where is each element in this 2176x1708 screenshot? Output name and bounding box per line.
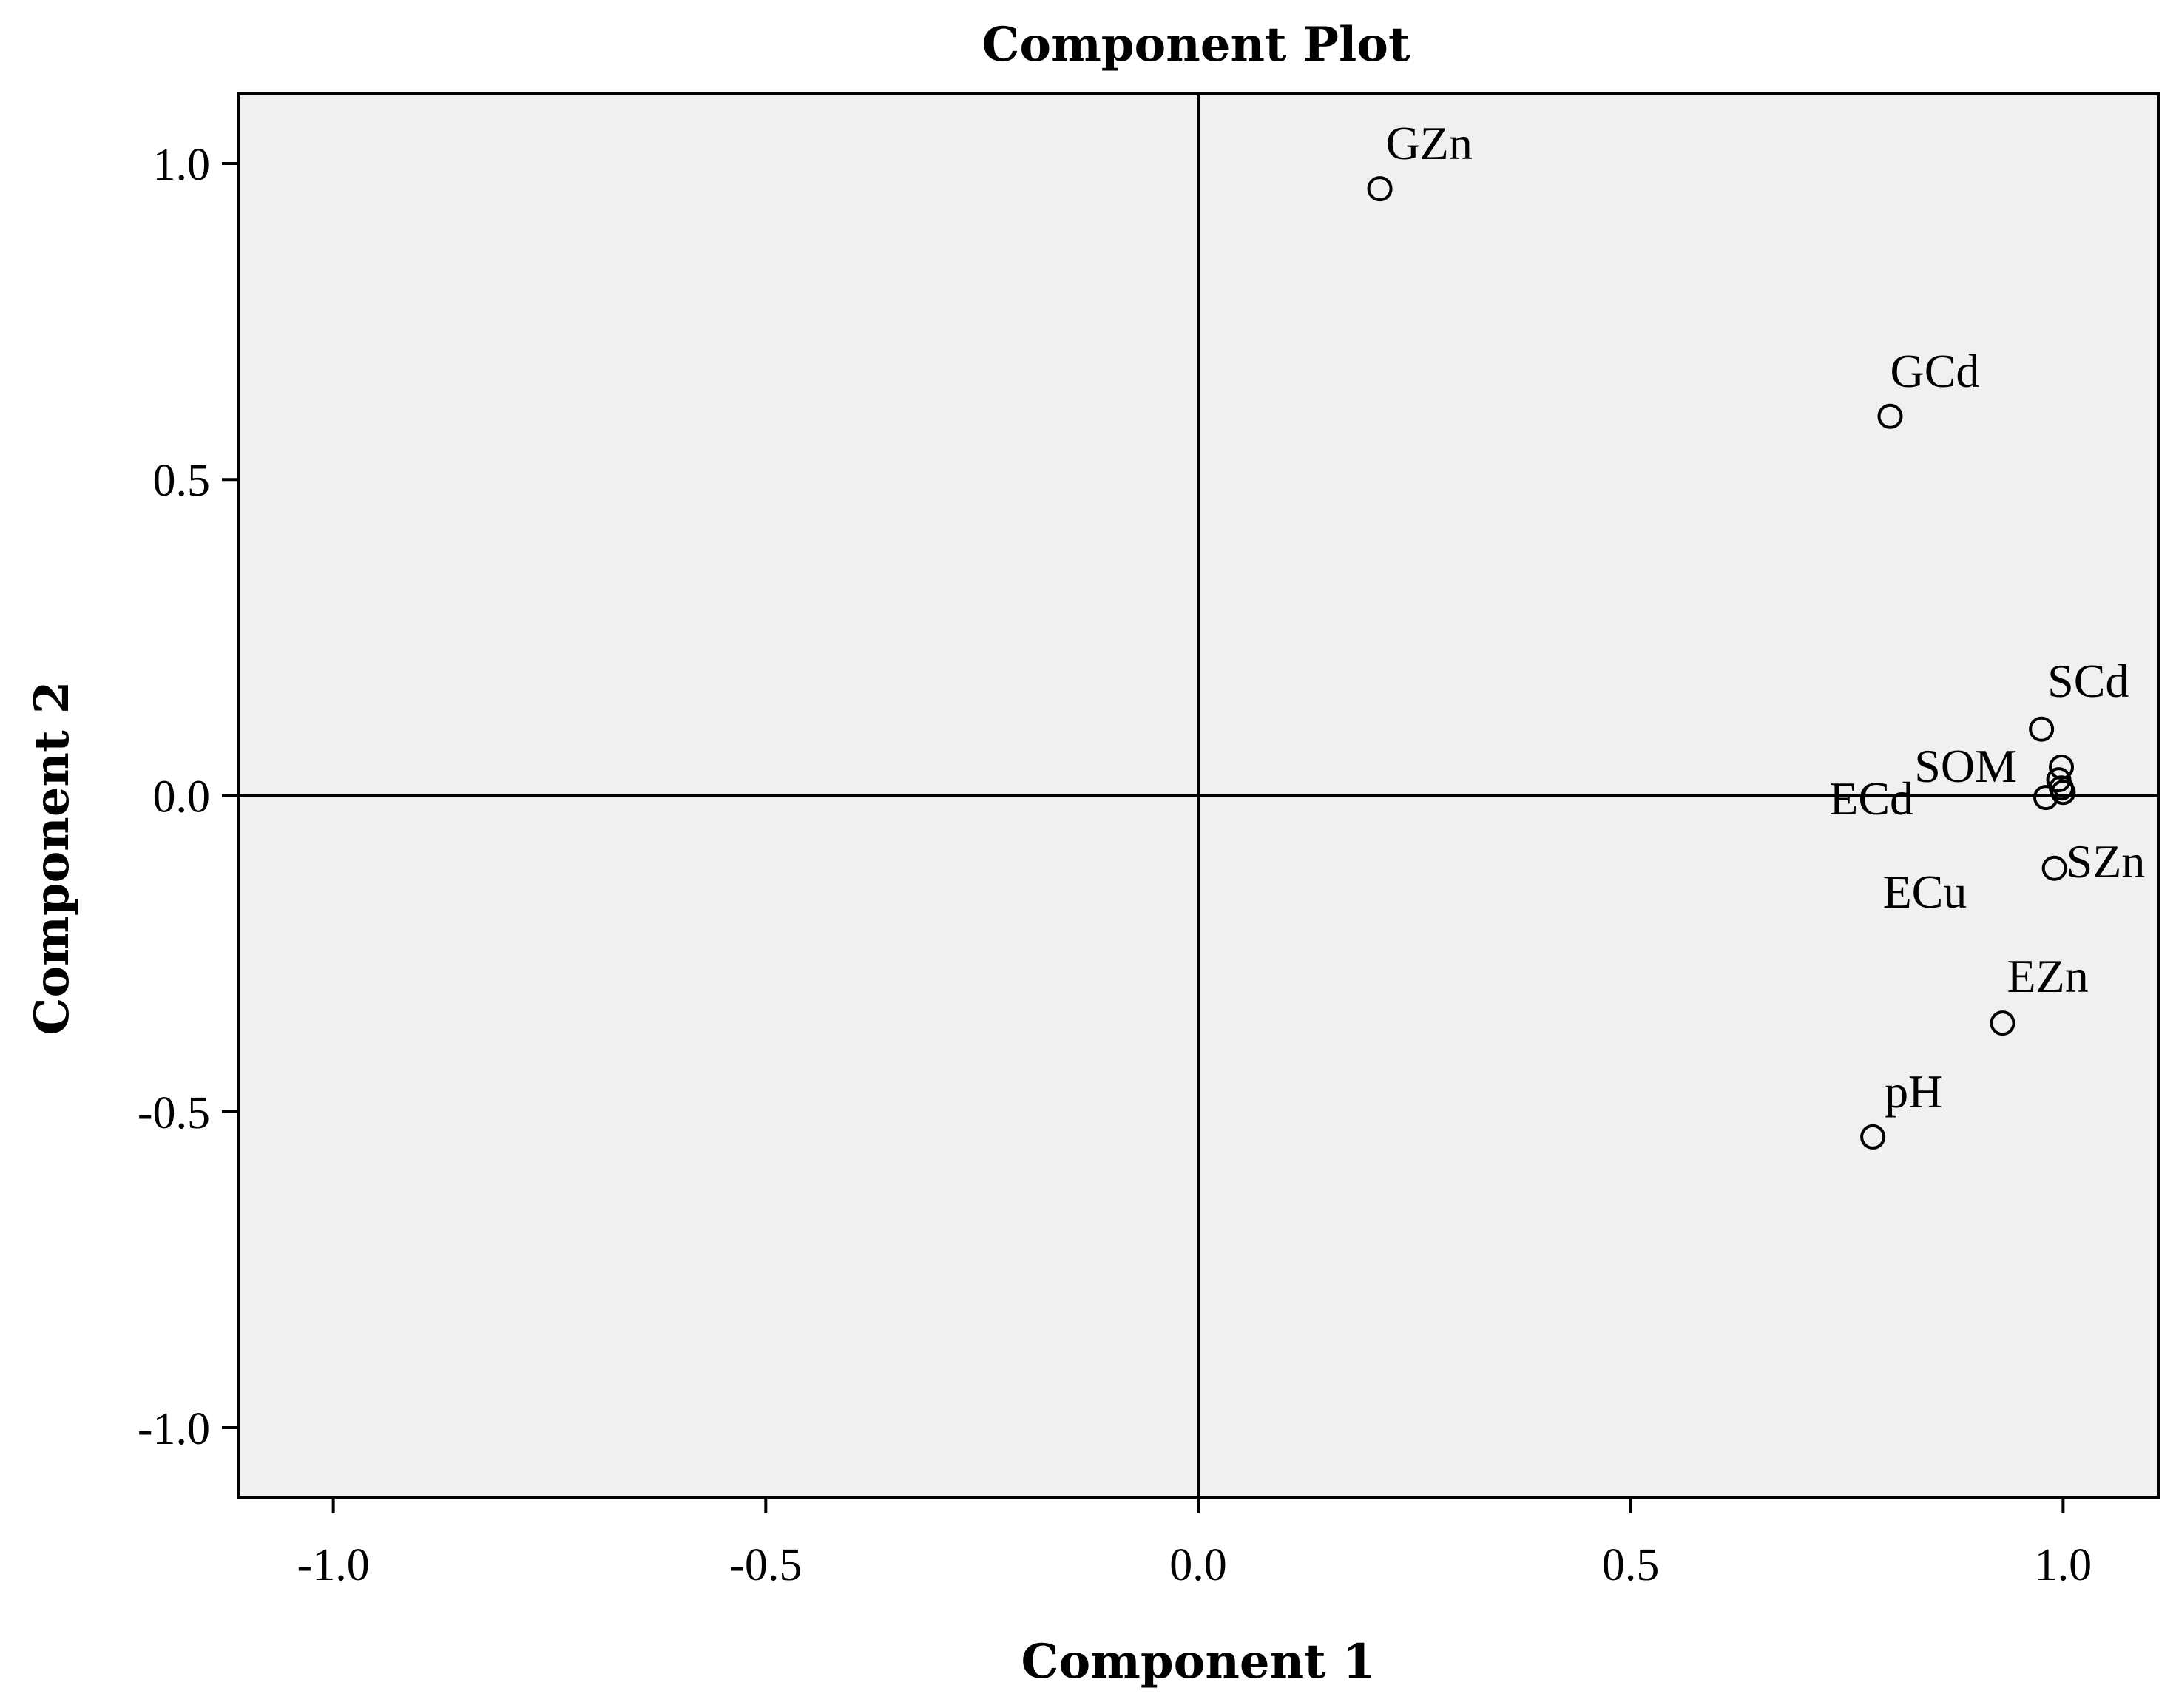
data-point (1990, 1010, 2015, 1036)
data-point (2029, 716, 2055, 742)
x-tick-label: 1.0 (2035, 1540, 2092, 1590)
data-point (2046, 767, 2072, 793)
point-label: ECu (1883, 865, 1967, 918)
data-point (2033, 785, 2058, 811)
point-label: GZn (1386, 117, 1473, 169)
data-point (1367, 176, 1393, 202)
y-tick-label: -0.5 (138, 1088, 210, 1138)
data-point (2041, 855, 2067, 881)
point-label: SZn (2067, 835, 2146, 888)
x-axis-ticks: -1.0 -0.5 0.0 0.5 1.0 (297, 1497, 2092, 1590)
y-tick-label: -1.0 (138, 1404, 210, 1454)
point-label: SCd (2047, 655, 2129, 707)
x-axis-label: Component 1 (1021, 1634, 1376, 1690)
x-tick-label: 0.5 (1602, 1540, 1660, 1590)
point-label: pH (1885, 1065, 1942, 1118)
point-label: ECd (1829, 772, 1913, 825)
data-point (1877, 403, 1903, 429)
reference-lines (238, 94, 2158, 1497)
point-label: EZn (2007, 950, 2089, 1002)
x-tick-label: -0.5 (729, 1540, 802, 1590)
y-axis-ticks: -1.0 -0.5 0.0 0.5 1.0 (138, 140, 238, 1454)
y-tick-label: 0.0 (153, 772, 211, 823)
data-point (2050, 780, 2076, 806)
y-tick-label: 1.0 (153, 140, 211, 190)
x-tick-label: -1.0 (297, 1540, 370, 1590)
x-tick-label: 0.0 (1169, 1540, 1227, 1590)
data-point (1860, 1124, 1886, 1150)
y-axis-label: Component 2 (24, 681, 80, 1036)
point-label: GCd (1890, 345, 1979, 397)
point-label: SOM (1914, 740, 2017, 792)
y-tick-label: 0.5 (153, 456, 211, 506)
chart-title: Component Plot (981, 17, 1410, 72)
